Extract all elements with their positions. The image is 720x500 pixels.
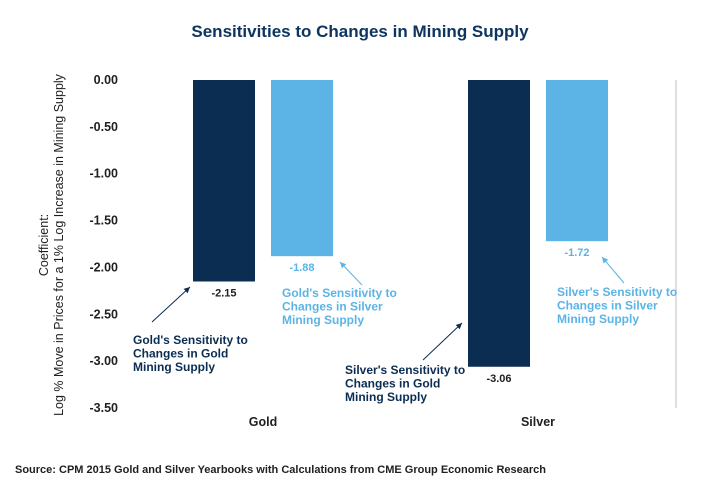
y-tick-label: -0.50 [90,120,119,134]
bar-silver-series-2 [546,80,608,242]
data-label: -3.06 [486,373,511,385]
y-tick-label: -3.00 [90,354,119,368]
annotation: Silver's Sensitivity to Changes in Gold Mi… [345,322,465,404]
y-tick-label: -3.50 [90,401,119,415]
annotation-text: Gold's Sensitivity to Changes in Silver Mi… [282,286,397,327]
y-tick-label: -1.00 [90,167,119,181]
annotation-text: Gold's Sensitivity to Changes in Gold Mini… [133,333,248,374]
data-labels: -2.15 -3.06 -1.88 -1.72 [211,247,589,385]
category-labels: Gold Silver [249,415,555,429]
bars [193,80,608,367]
y-tick-label: 0.00 [94,73,118,87]
y-tick-label: -2.00 [90,260,119,274]
y-tick-label: -1.50 [90,214,119,228]
y-tick-label: -2.50 [90,307,119,321]
bar-silver-series-1 [468,80,530,367]
annotation-arrow [339,261,363,286]
annotation-arrow [422,322,463,361]
annotation-text: Silver's Sensitivity to Changes in Gold Mi… [345,363,465,404]
source-note: Source: CPM 2015 Gold and Silver Yearboo… [15,464,546,476]
data-label: -1.88 [289,262,314,274]
annotations: Gold's Sensitivity to Changes in Gold Mini… [133,256,677,404]
bar-gold-series-2 [271,80,333,257]
chart-title: Sensitivities to Changes in Mining Suppl… [191,22,529,41]
annotation: Gold's Sensitivity to Changes in Gold Mini… [133,286,248,374]
data-label: -1.72 [564,247,589,259]
annotation: Gold's Sensitivity to Changes in Silver Mi… [282,261,397,327]
annotation: Silver's Sensitivity to Changes in Silver… [557,256,677,326]
y-axis-ticks: 0.00 -0.50 -1.00 -1.50 -2.00 -2.50 -3.00 -3.50 [90,73,119,415]
y-axis-title-line-1: Coefficient: [37,214,51,276]
category-label: Silver [521,415,555,429]
annotation-arrow [151,286,191,323]
y-axis-title: Coefficient: Log % Move in Prices for a … [37,73,66,416]
bar-gold-series-1 [193,80,255,282]
annotation-text: Silver's Sensitivity to Changes in Silver… [557,285,677,326]
category-label: Gold [249,415,277,429]
annotation-arrow [601,256,625,284]
y-axis-title-line-2: Log % Move in Prices for a 1% Log Increa… [52,73,66,416]
data-label: -2.15 [211,287,236,299]
